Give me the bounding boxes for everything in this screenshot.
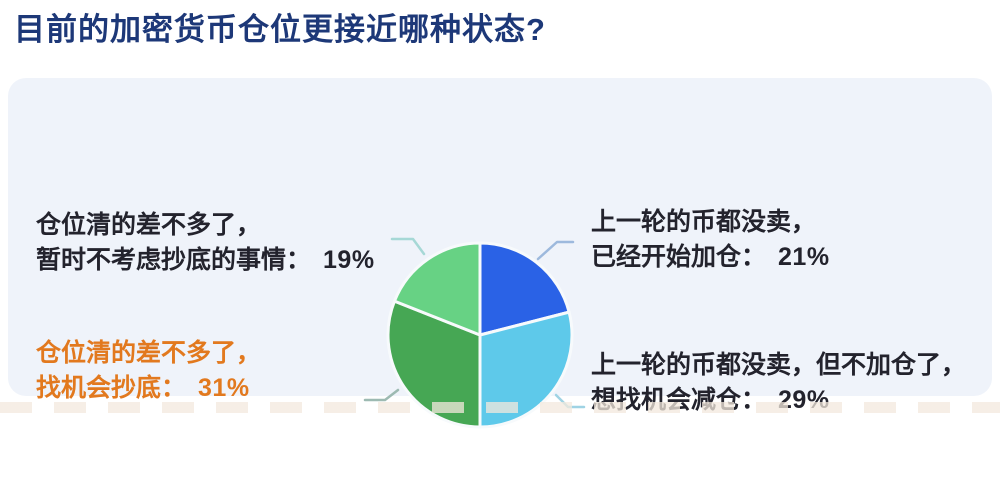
pie-slice-0 (478, 241, 571, 337)
pie-chart (386, 241, 574, 429)
callout-line1: 仓位清的差不多了， (36, 339, 262, 367)
callout-percent: 19% (323, 246, 375, 274)
callout-line2: 找机会抄底： 31% (36, 371, 261, 406)
page-title: 目前的加密货币仓位更接近哪种状态? (14, 12, 546, 47)
callout-cleared-seek-dip-buy: 仓位清的差不多了， 找机会抄底： 31% (36, 336, 261, 406)
callout-cleared-no-dip-buy: 仓位清的差不多了， 暂时不考虑抄底的事情： 19% (36, 208, 375, 278)
cutoff-text-strip (0, 402, 1000, 413)
callout-text: 找机会抄底： (36, 374, 187, 402)
callout-line1: 上一轮的币都没卖，但不加仓了， (591, 351, 967, 379)
callout-line1: 上一轮的币都没卖， (591, 208, 817, 236)
callout-percent: 21% (778, 243, 830, 271)
callout-text: 暂时不考虑抄底的事情： (36, 246, 312, 274)
callout-line2: 已经开始加仓： 21% (591, 240, 830, 275)
callout-percent: 31% (198, 374, 250, 402)
callout-line2: 暂时不考虑抄底的事情： 19% (36, 243, 375, 278)
callout-line1: 仓位清的差不多了， (36, 211, 262, 239)
chart-card: 仓位清的差不多了， 暂时不考虑抄底的事情： 19% 仓位清的差不多了， 找机会抄底… (8, 78, 992, 429)
callout-holding-adding-position: 上一轮的币都没卖， 已经开始加仓： 21% (591, 205, 830, 275)
callout-text: 已经开始加仓： (591, 243, 767, 271)
pie-slice-3 (392, 241, 482, 337)
